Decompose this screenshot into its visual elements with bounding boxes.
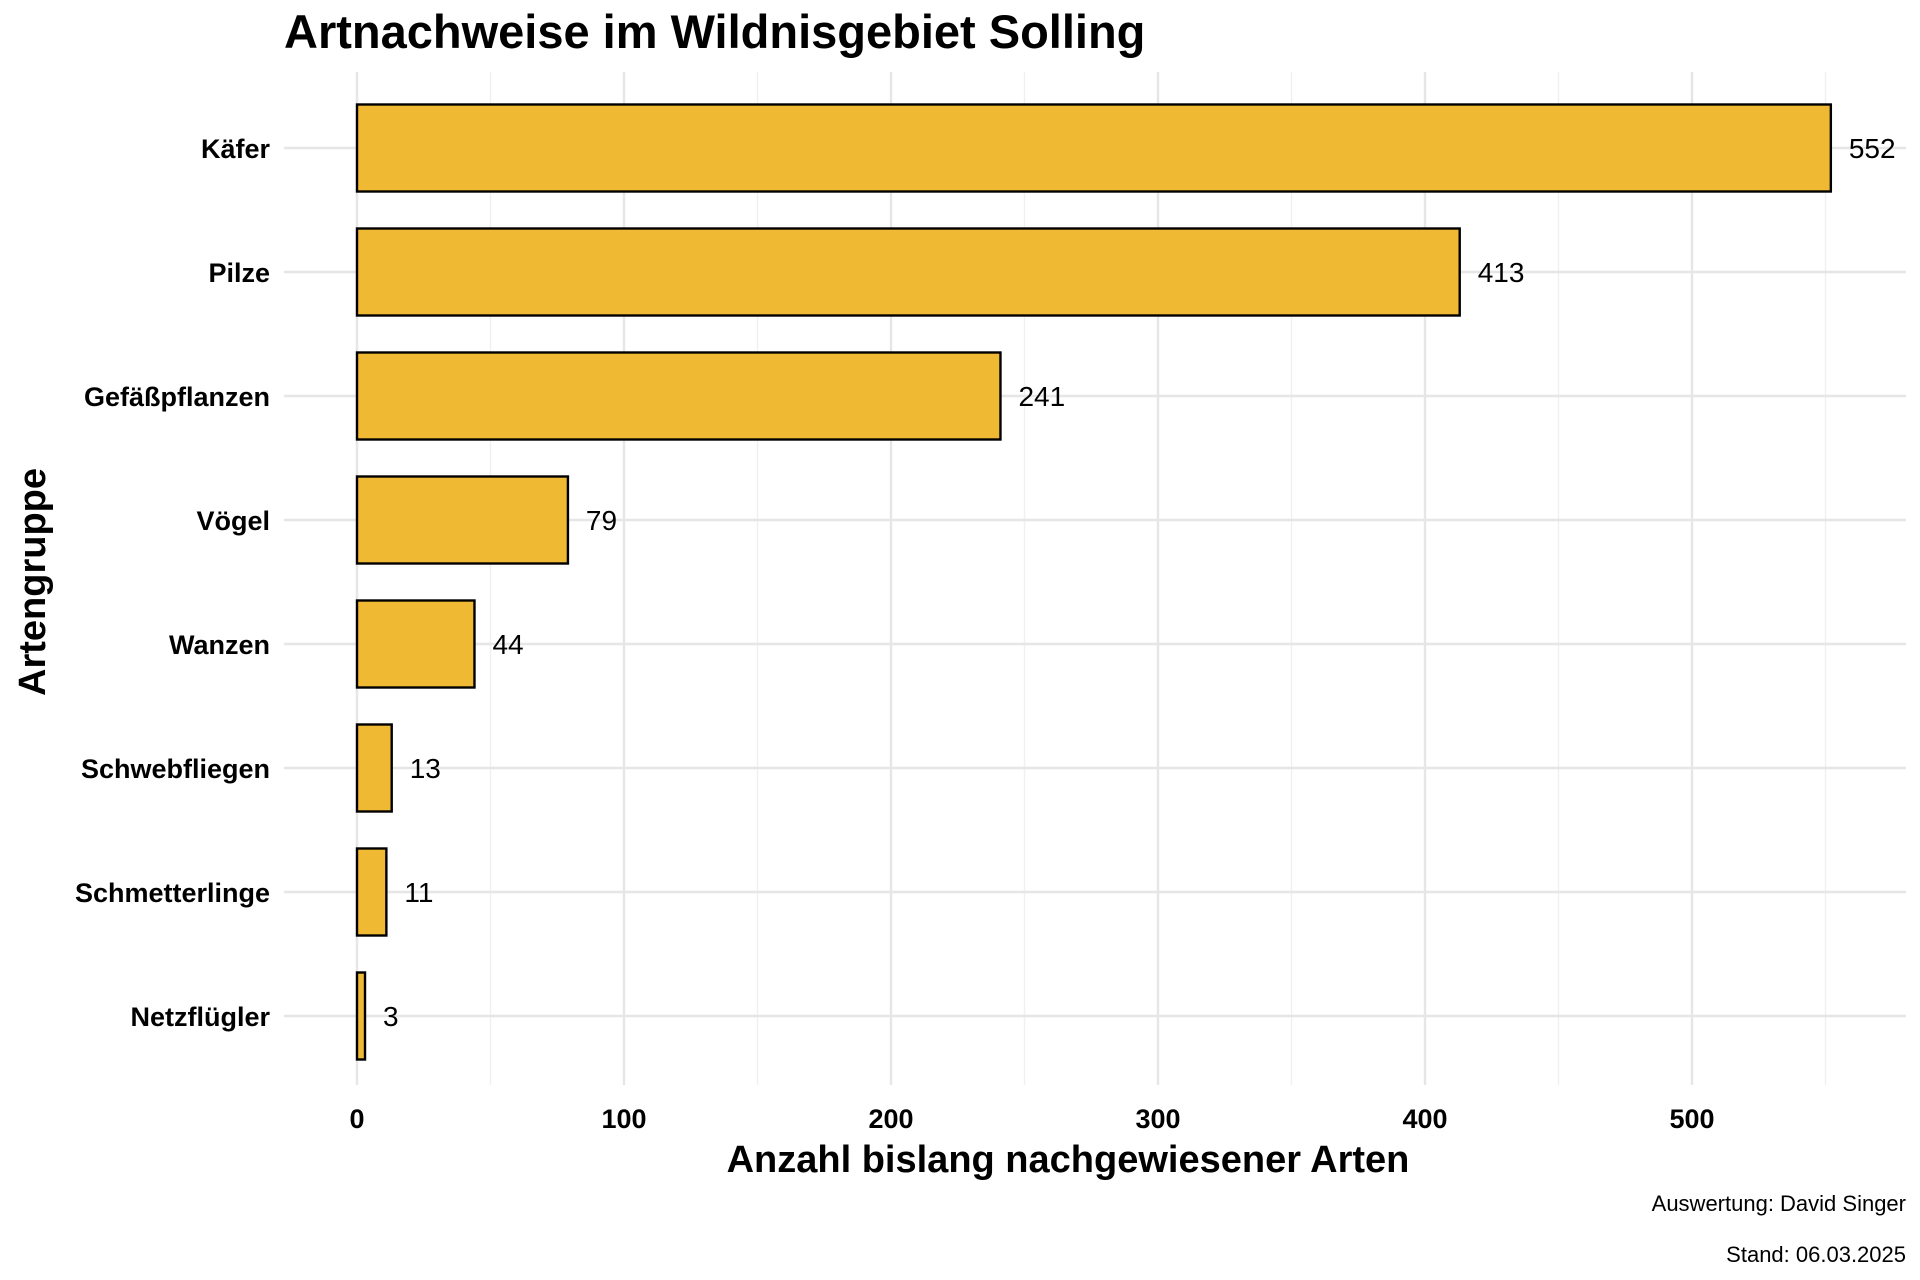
bar-value-label: 552 (1849, 133, 1896, 164)
category-label: Wanzen (169, 630, 270, 660)
bar-value-label: 44 (492, 629, 523, 660)
x-tick-labels: 0 100 200 300 400 500 (349, 1104, 1714, 1134)
bar (355, 227, 1461, 317)
category-label: Vögel (196, 506, 270, 536)
bar-value-label: 79 (586, 505, 617, 536)
bar (355, 723, 393, 813)
category-label: Netzflügler (130, 1002, 270, 1032)
bars (355, 103, 1833, 1061)
x-axis-title: Anzahl bislang nachgewiesener Arten (727, 1139, 1410, 1181)
value-labels: 552 413 241 79 44 13 11 3 (383, 133, 1896, 1032)
category-labels: Käfer Pilze Gefäßpflanzen Vögel Wanzen Schweb… (75, 134, 271, 1032)
y-axis-title: Artengruppe (12, 468, 54, 696)
bar-value-label: 13 (410, 753, 441, 784)
bar (355, 475, 570, 565)
caption-author: Auswertung: David Singer (1652, 1191, 1906, 1216)
x-tick-label: 0 (349, 1104, 364, 1134)
x-tick-label: 200 (868, 1104, 913, 1134)
bar-value-label: 413 (1478, 257, 1525, 288)
x-tick-label: 400 (1402, 1104, 1447, 1134)
x-tick-label: 300 (1135, 1104, 1180, 1134)
bar (355, 847, 388, 937)
bar-value-label: 11 (404, 877, 433, 908)
x-tick-label: 100 (601, 1104, 646, 1134)
bar-value-label: 241 (1018, 381, 1065, 412)
bar-value-label: 3 (383, 1001, 399, 1032)
bar (355, 971, 367, 1061)
bar (355, 351, 1002, 441)
chart-title: Artnachweise im Wildnisgebiet Solling (284, 5, 1145, 58)
category-label: Gefäßpflanzen (84, 382, 270, 412)
caption-date: Stand: 06.03.2025 (1726, 1242, 1906, 1267)
x-tick-label: 500 (1669, 1104, 1714, 1134)
category-label: Pilze (208, 258, 270, 288)
category-label: Käfer (201, 134, 271, 164)
category-label: Schmetterlinge (75, 878, 270, 908)
bar (355, 103, 1833, 193)
category-label: Schwebfliegen (81, 754, 270, 784)
bar (355, 599, 476, 689)
